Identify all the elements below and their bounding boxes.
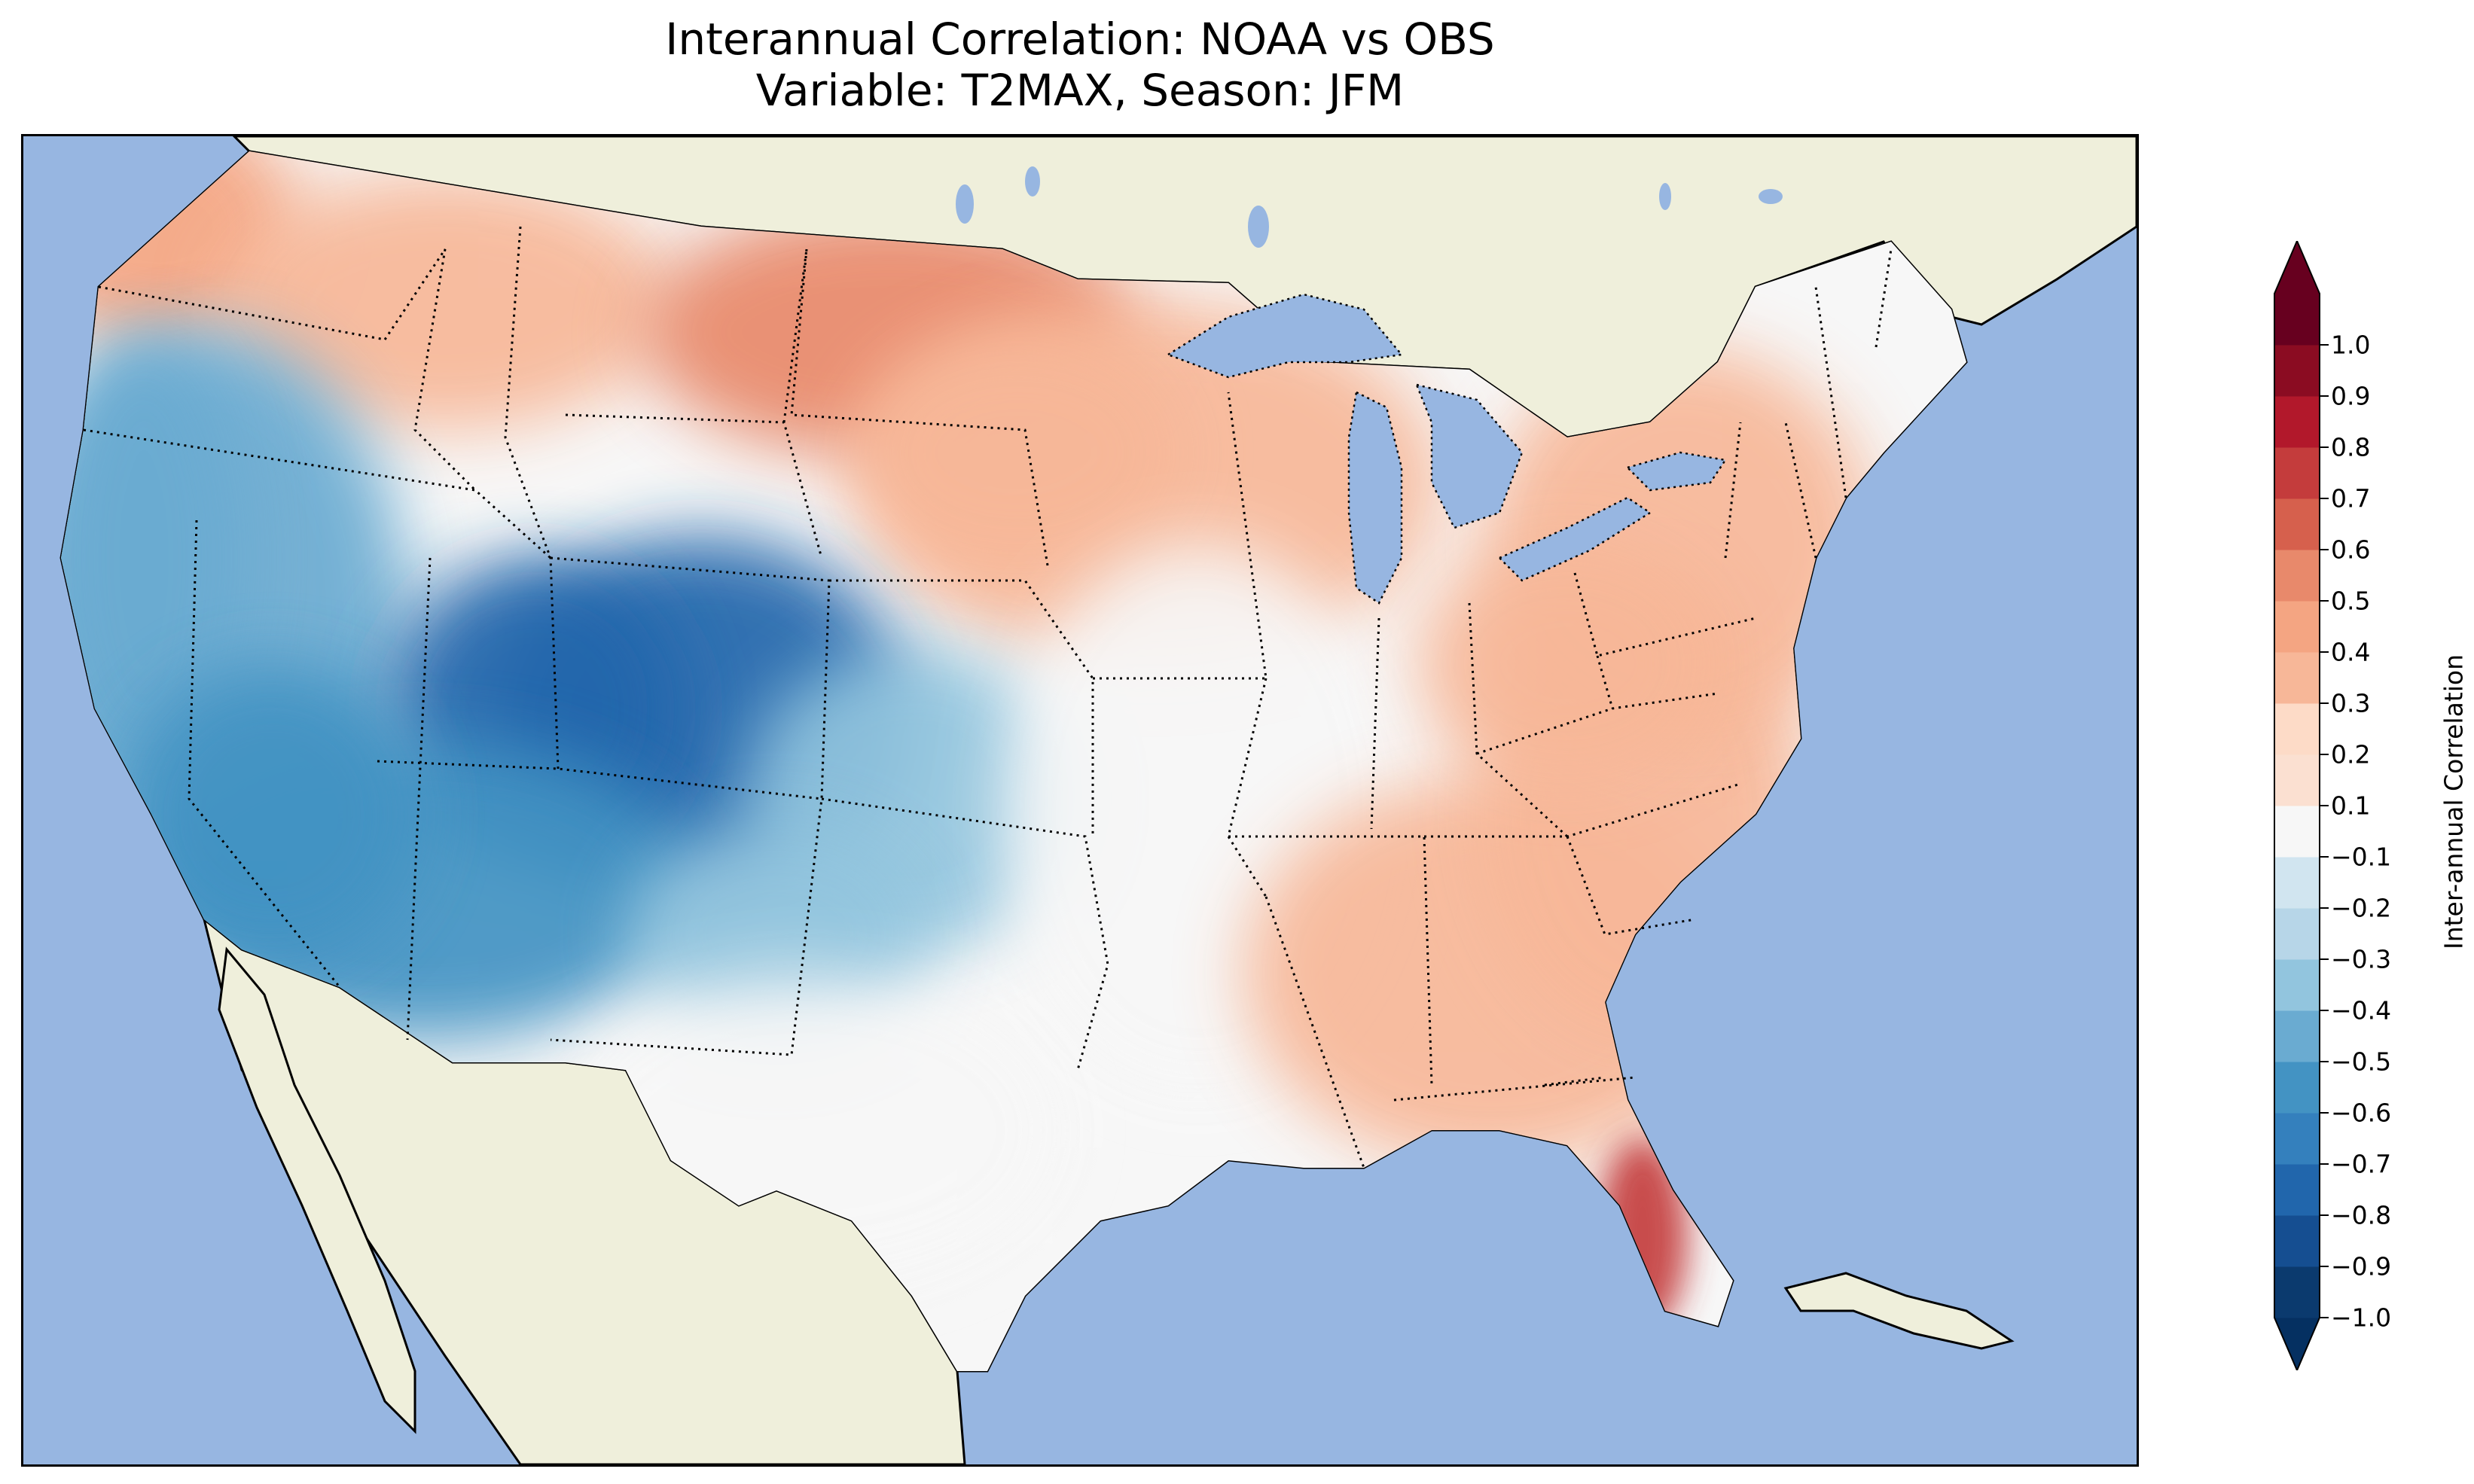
colorbar-bin xyxy=(2274,294,2320,346)
us-correlation-map xyxy=(23,136,2137,1464)
baja-peninsula xyxy=(218,946,416,1434)
colorbar-tick-label: 0.1 xyxy=(2331,791,2371,821)
colorbar-bin xyxy=(2274,857,2320,909)
colorbar-tick-label: −0.8 xyxy=(2331,1200,2392,1230)
state-borders xyxy=(83,226,1893,1169)
colorbar-tick-label: 0.4 xyxy=(2331,637,2371,667)
field-region-northeast xyxy=(1417,543,1718,784)
colorbar-bin xyxy=(2274,959,2320,1011)
colorbar-bin xyxy=(2274,1062,2320,1114)
colorbar-bin xyxy=(2274,345,2320,397)
colorbar-bin xyxy=(2274,601,2320,653)
cuba-island xyxy=(1783,1272,2015,1350)
colorbar-bin xyxy=(2274,550,2320,602)
colorbar-bin xyxy=(2274,754,2320,806)
river-lakes xyxy=(956,166,1783,248)
colorbar-tick-label: −0.4 xyxy=(2331,995,2392,1025)
colorbar-tick-label: 0.8 xyxy=(2331,432,2371,462)
colorbar-bin xyxy=(2274,1113,2320,1165)
colorbar-tick-label: 0.3 xyxy=(2331,688,2371,718)
lake-ontario xyxy=(1625,451,1728,492)
colorbar-tick-label: −0.5 xyxy=(2331,1047,2392,1077)
colorbar-tick-label: −1.0 xyxy=(2331,1303,2392,1333)
field-region-southwest xyxy=(121,663,423,964)
colorbar-extend-max xyxy=(2274,241,2320,294)
colorbar-bin xyxy=(2274,1215,2320,1267)
field-region-northern-rockies xyxy=(219,174,671,430)
colorbar-tick-label: −0.1 xyxy=(2331,842,2392,872)
great-lakes xyxy=(1166,293,1728,605)
colorbar-tick-label: −0.2 xyxy=(2331,893,2392,923)
title-line-2: Variable: T2MAX, Season: JFM xyxy=(755,65,1405,116)
colorbar-extend-min xyxy=(2274,1318,2320,1370)
lake-superior xyxy=(1166,293,1404,379)
colorbar-tick-label: −0.3 xyxy=(2331,944,2392,974)
colorbar-tick-label: 1.0 xyxy=(2331,330,2371,360)
colorbar-graphic xyxy=(2274,239,2329,1373)
lake-erie xyxy=(1497,496,1652,582)
colorbar-tick-label: −0.6 xyxy=(2331,1098,2392,1128)
colorbar-bin xyxy=(2274,498,2320,550)
colorbar-tick-label: 0.2 xyxy=(2331,739,2371,769)
colorbar-bin xyxy=(2274,652,2320,704)
field-region-california-great-basin xyxy=(61,332,249,784)
colorbar-bin xyxy=(2274,908,2320,960)
lake-huron xyxy=(1414,383,1524,529)
colorbar-bin xyxy=(2274,396,2320,448)
colorbar-bin xyxy=(2274,447,2320,499)
colorbar-bin xyxy=(2274,1164,2320,1216)
colorbar-bin xyxy=(2274,703,2320,755)
chart-title: Interannual Correlation: NOAA vs OBS Var… xyxy=(21,14,2139,116)
map-panel xyxy=(21,134,2139,1467)
colorbar-tick-label: 0.9 xyxy=(2331,381,2371,411)
colorbar-label: Inter-annual Correlation xyxy=(2439,654,2469,950)
colorbar-tick-label: 0.5 xyxy=(2331,586,2371,616)
colorbar-tick-label: −0.7 xyxy=(2331,1149,2392,1179)
colorbar-bin xyxy=(2274,1010,2320,1062)
field-region-upper-midwest xyxy=(852,332,1183,573)
colorbar-bin xyxy=(2274,806,2320,858)
colorbar-tick-label: 0.7 xyxy=(2331,483,2371,513)
colorbar-bin xyxy=(2274,1266,2320,1318)
colorbar-tick-label: −0.9 xyxy=(2331,1251,2392,1281)
lake-michigan xyxy=(1347,391,1403,605)
colorbar-tick-label: 0.6 xyxy=(2331,535,2371,565)
colorbar xyxy=(2267,239,2342,1373)
title-line-1: Interannual Correlation: NOAA vs OBS xyxy=(665,14,1495,65)
